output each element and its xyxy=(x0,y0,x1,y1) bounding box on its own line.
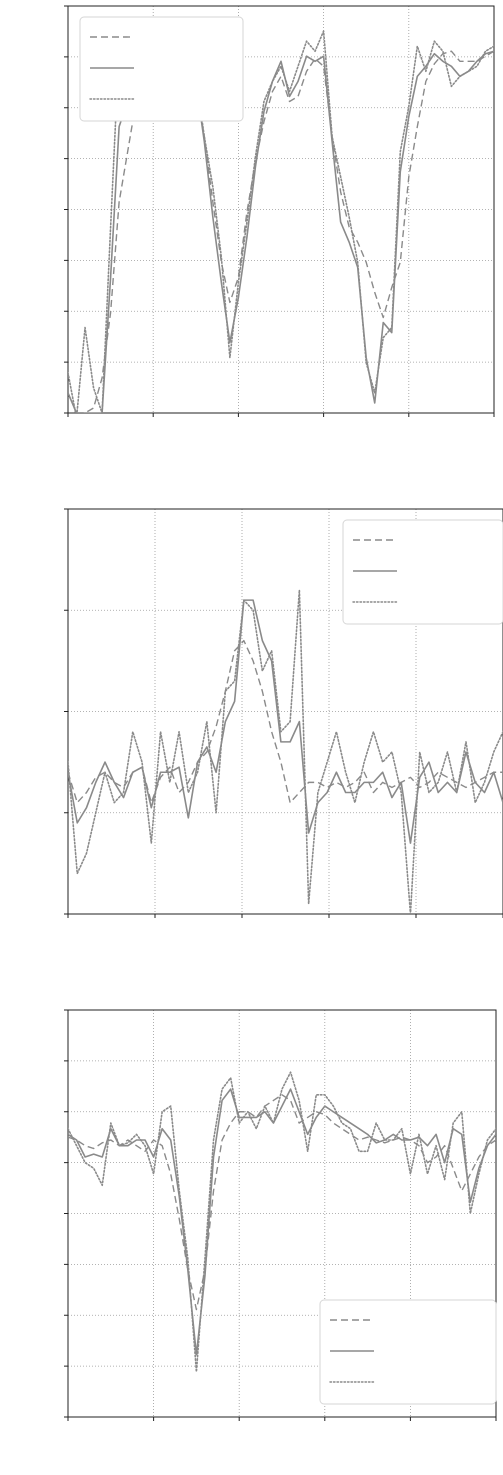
plot-frame xyxy=(67,1009,497,1418)
axis-ticks xyxy=(64,5,495,417)
axis-ticks xyxy=(64,508,503,918)
series-line-dashed xyxy=(68,1094,496,1311)
legend xyxy=(342,519,503,625)
series-line-dashed xyxy=(68,639,503,804)
legend-box xyxy=(319,1299,497,1405)
plot-frame xyxy=(67,508,503,915)
series-line-solid xyxy=(68,599,503,844)
legend xyxy=(319,1299,497,1405)
series-line-dotted xyxy=(68,589,503,914)
chart-panel-2 xyxy=(64,508,503,918)
plot-frame xyxy=(67,5,495,414)
grid-lines xyxy=(68,509,503,914)
series-group xyxy=(68,589,503,914)
legend-box xyxy=(342,519,503,625)
grid-lines xyxy=(68,6,494,413)
series-line-dotted xyxy=(68,30,494,413)
series-group xyxy=(68,1071,496,1373)
series-line-dotted xyxy=(68,1071,496,1373)
chart-panel-3 xyxy=(64,1009,497,1421)
chart-panel-1 xyxy=(64,5,495,417)
legend-box xyxy=(79,16,244,122)
legend xyxy=(79,16,244,122)
axis-ticks xyxy=(64,1009,497,1421)
series-line-solid xyxy=(68,1088,496,1356)
